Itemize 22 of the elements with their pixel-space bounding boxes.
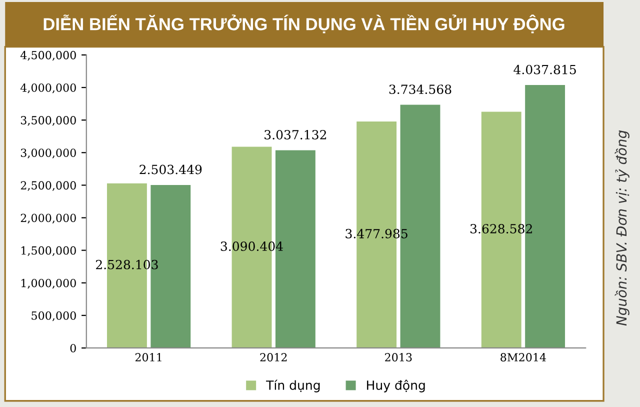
x-tick-label: 2013	[385, 353, 412, 362]
x-tick-label: 2011	[135, 353, 162, 362]
y-tick-label: 4,500,000	[20, 50, 76, 61]
x-tick-label: 2012	[260, 353, 287, 362]
x-tick-label: 8M2014	[500, 353, 546, 362]
y-tick-label: 3,500,000	[20, 116, 76, 126]
y-tick-label: 1,000,000	[21, 278, 76, 289]
y-tick-label: 1,500,000	[21, 246, 76, 256]
y-tick-label: 2,500,000	[20, 181, 76, 191]
y-tick-label: 0	[70, 344, 76, 352]
text: Nguồn: SBV. Đơn vị: tỷ đồng	[614, 130, 630, 326]
y-tick-label: 500,000	[32, 311, 76, 322]
legend-label: Tín dụng	[266, 380, 320, 392]
legend-label: Huy động	[367, 380, 425, 392]
chart-title: DIỄN BIẾN TĂNG TRƯỞNG TÍN DỤNG VÀ TIỀN GỬI HUY ĐỘNG	[44, 14, 564, 34]
data-label: 2.503.449	[140, 164, 202, 174]
data-label: 4.037.815	[514, 64, 576, 74]
y-tick-label: 2,000,000	[20, 214, 76, 224]
y-tick-label: 4,000,000	[20, 83, 76, 94]
y-tick-label: 3,000,000	[20, 148, 76, 158]
data-label: 3.037.132	[264, 130, 326, 140]
data-label: 3.734.568	[389, 84, 452, 94]
